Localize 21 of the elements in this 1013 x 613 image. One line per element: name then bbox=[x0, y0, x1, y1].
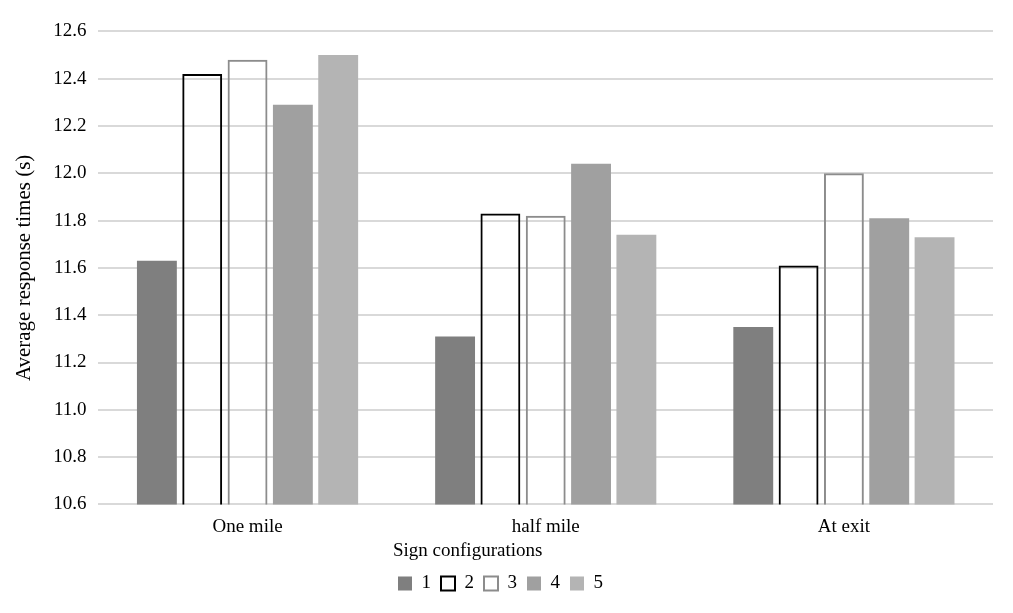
legend-label: 2 bbox=[464, 571, 474, 593]
x-tick-label: At exit bbox=[817, 514, 871, 536]
y-tick-label: 12.4 bbox=[53, 66, 87, 88]
y-tick-label: 11.4 bbox=[53, 303, 87, 325]
x-tick-label: One mile bbox=[212, 514, 283, 536]
y-tick-label: 11.0 bbox=[53, 397, 87, 419]
y-axis-title: Average response times (s) bbox=[11, 154, 36, 382]
legend-title: Sign configurations bbox=[393, 538, 543, 560]
x-tick-label: half mile bbox=[511, 514, 580, 536]
y-tick-label: 11.8 bbox=[53, 208, 87, 230]
y-tick-label: 12.2 bbox=[53, 113, 87, 135]
legend-label: 3 bbox=[507, 571, 517, 593]
y-tick-label: 12.0 bbox=[53, 161, 87, 183]
y-tick-label: 10.6 bbox=[53, 492, 87, 514]
legend-label: 5 bbox=[593, 571, 603, 593]
y-tick-label: 11.6 bbox=[53, 255, 87, 277]
legend-label: 1 bbox=[421, 571, 431, 593]
y-tick-label: 10.8 bbox=[53, 445, 87, 467]
legend-label: 4 bbox=[550, 571, 561, 593]
y-tick-label: 12.6 bbox=[53, 19, 87, 41]
y-tick-label: 11.2 bbox=[53, 350, 87, 372]
